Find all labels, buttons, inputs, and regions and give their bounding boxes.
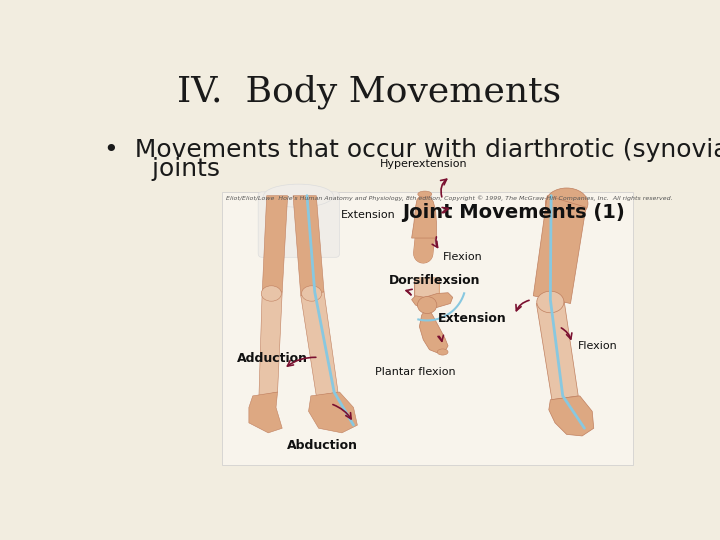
Polygon shape bbox=[534, 195, 586, 303]
Ellipse shape bbox=[437, 349, 448, 355]
Text: Abduction: Abduction bbox=[287, 440, 358, 453]
Polygon shape bbox=[293, 195, 324, 296]
Polygon shape bbox=[301, 292, 338, 396]
FancyBboxPatch shape bbox=[258, 192, 340, 257]
Text: Joint Movements (1): Joint Movements (1) bbox=[402, 204, 625, 222]
Polygon shape bbox=[412, 194, 436, 238]
FancyBboxPatch shape bbox=[222, 192, 632, 465]
Polygon shape bbox=[412, 293, 453, 309]
Polygon shape bbox=[259, 292, 282, 396]
Ellipse shape bbox=[264, 184, 333, 207]
Ellipse shape bbox=[418, 296, 437, 314]
Ellipse shape bbox=[261, 286, 282, 301]
Text: Eliot/Eliot/Lowe  Hole's Human Anatomy and Physiology, 8th edition, Copyright © : Eliot/Eliot/Lowe Hole's Human Anatomy an… bbox=[225, 195, 672, 201]
Ellipse shape bbox=[418, 191, 432, 197]
Text: Dorsiflexsion: Dorsiflexsion bbox=[388, 274, 480, 287]
Polygon shape bbox=[309, 392, 357, 433]
Text: Flexion: Flexion bbox=[443, 252, 482, 262]
Polygon shape bbox=[549, 396, 594, 436]
Polygon shape bbox=[536, 302, 578, 400]
Text: Extension: Extension bbox=[341, 210, 396, 220]
Text: •  Movements that occur with diarthrotic (synovial): • Movements that occur with diarthrotic … bbox=[104, 138, 720, 161]
Text: joints: joints bbox=[104, 157, 220, 181]
Text: Hyperextension: Hyperextension bbox=[379, 159, 467, 168]
Polygon shape bbox=[262, 195, 287, 296]
Ellipse shape bbox=[302, 286, 322, 301]
Ellipse shape bbox=[545, 188, 588, 219]
Text: Adduction: Adduction bbox=[238, 353, 308, 366]
Text: Plantar flexion: Plantar flexion bbox=[375, 367, 456, 376]
Polygon shape bbox=[249, 392, 282, 433]
Polygon shape bbox=[419, 307, 448, 353]
Text: IV.  Body Movements: IV. Body Movements bbox=[177, 75, 561, 109]
Text: Extension: Extension bbox=[438, 313, 507, 326]
Text: Flexion: Flexion bbox=[578, 341, 618, 351]
Ellipse shape bbox=[537, 291, 564, 313]
